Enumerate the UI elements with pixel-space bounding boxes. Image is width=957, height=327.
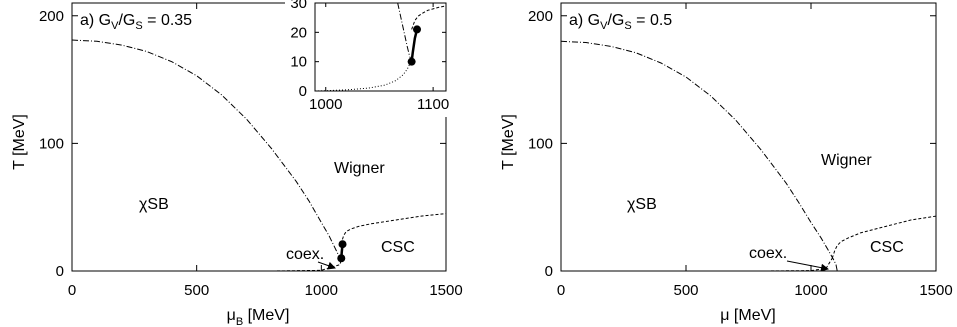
y-tick-label: 100 [528,135,553,152]
x-tick-label: 1000 [309,96,342,113]
x-tick-label: 0 [68,282,76,299]
left-title-sub-v: V [111,20,119,32]
y-tick-label: 0 [56,263,64,280]
inset-coexistence-points [407,25,422,66]
right-x-axis-label: μ [MeV] [720,307,775,324]
left-title-prefix: a) G [80,12,111,29]
series-dashed [831,215,937,259]
left-region-csc: CSC [381,239,415,256]
left-coex-arrow [317,261,336,270]
left-x-label-sub: B [236,316,243,327]
series-dash-dot [71,39,342,259]
series-dashed [340,213,447,245]
right-axis-ticks [560,3,937,272]
inset-background [285,1,456,117]
left-coexistence-points [337,240,347,263]
x-tick-label: 1100 [417,96,449,113]
left-x-label-unit: [MeV] [243,307,289,324]
left-title-slash: /G [118,12,135,29]
y-tick-label: 10 [290,54,307,71]
right-x-label-mu: μ [720,307,729,324]
y-tick-label: 200 [528,8,553,25]
y-tick-label: 0 [545,263,553,280]
right-plot-frame [560,2,937,272]
coexistence-point [413,25,422,34]
left-title-value: = 0.35 [143,12,192,29]
right-title-prefix: a) G [569,12,600,29]
series-dash-dot [397,2,413,62]
y-tick-label: 200 [39,8,64,25]
y-tick-label: 30 [290,0,307,12]
right-region-chiral: χSB [627,196,657,213]
left-region-chiral: χSB [139,196,169,213]
right-title-slash: /G [607,12,624,29]
right-tick-labels: 0 500 1000 1500 0 100 200 [528,8,953,299]
y-tick-label: 20 [290,24,307,41]
right-curves [560,40,937,272]
coexistence-point [337,254,346,263]
x-tick-label: 0 [557,282,565,299]
x-tick-label: 1500 [919,282,952,299]
chart-panel-right: 0 500 1000 1500 0 100 200 a) GV/GS = 0.5 T [Me… [500,2,953,324]
left-region-wigner: Wigner [334,160,385,177]
coexistence-point [407,57,416,66]
left-x-label-mu: μ [227,307,236,324]
x-tick-label: 1500 [429,282,462,299]
x-tick-label: 500 [184,282,209,299]
series-dash-dot [560,40,838,272]
left-panel-title: a) GV/GS = 0.35 [80,12,192,32]
right-title-sub-v: V [600,20,608,32]
left-region-coex: coex. [286,246,324,263]
series-dashed [561,257,833,272]
right-title-sub-s: S [624,20,631,32]
y-tick-label: 100 [39,135,64,152]
right-coex-arrow [786,260,829,272]
x-tick-label: 1000 [794,282,827,299]
right-x-label-unit: [MeV] [729,307,775,324]
left-plot-frame [71,2,447,272]
series-dashed [411,5,447,30]
right-region-coex: coex. [749,245,787,262]
inset-frame [314,2,447,92]
series-dashed [72,258,342,272]
right-title-value: = 0.5 [632,12,673,29]
inset-plot: 1000 1100 0 10 20 30 [285,0,456,117]
inset-curves [314,2,447,92]
coexistence-point [338,240,347,249]
right-region-wigner: Wigner [821,152,872,169]
left-x-axis-label: μB [MeV] [227,307,290,327]
inset-tick-labels: 1000 1100 0 10 20 30 [290,0,449,113]
x-tick-label: 500 [673,282,698,299]
left-title-sub-s: S [135,20,142,32]
right-panel-title: a) GV/GS = 0.5 [569,12,672,32]
series-dotted-line [314,61,413,92]
left-y-axis-label: T [MeV] [11,114,28,170]
series-solid-coexistence [410,29,419,62]
right-region-csc: CSC [870,239,904,256]
right-y-axis-label: T [MeV] [500,114,517,170]
y-tick-label: 0 [299,83,307,100]
x-tick-label: 1000 [305,282,338,299]
